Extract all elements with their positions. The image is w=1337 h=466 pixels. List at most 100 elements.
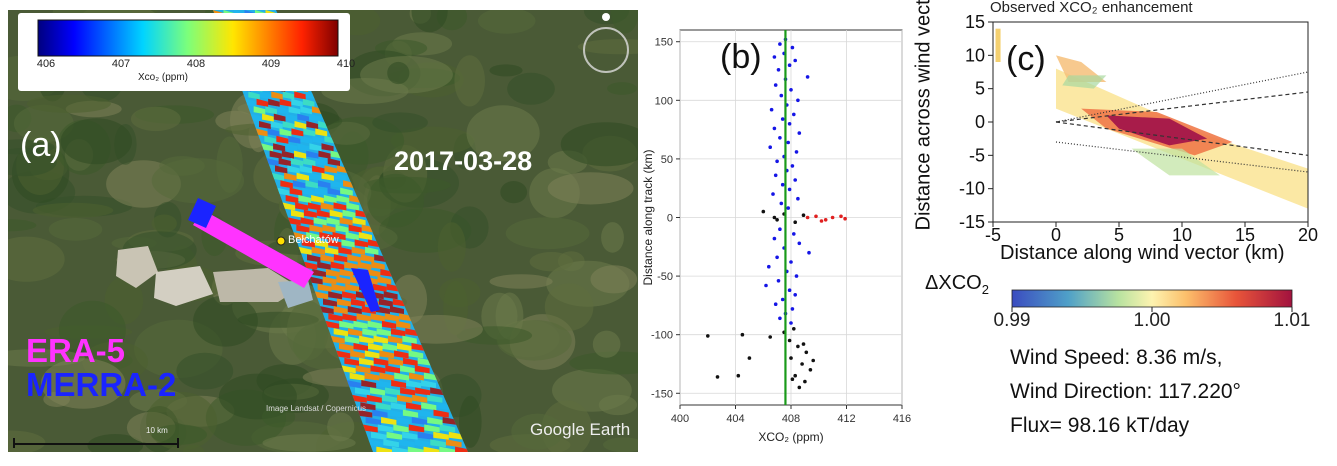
x-tick-label: -5 [985, 225, 1001, 245]
legend-title: ΔXCO2 [925, 272, 989, 297]
scatter-point [793, 220, 797, 224]
swath-pixel [298, 195, 312, 203]
scatter-point [790, 307, 795, 311]
scatter-point [797, 385, 802, 390]
swath-pixel [312, 269, 326, 277]
swath-pixel [330, 335, 345, 344]
swath-pixel [359, 357, 374, 366]
swath-pixel [436, 402, 452, 411]
swath-pixel [266, 158, 279, 166]
imagery-credit: Image Landsat / Copernicus [266, 404, 367, 413]
scatter-point [772, 55, 777, 59]
swath-pixel [280, 180, 293, 189]
wind-cone-line [1055, 141, 1308, 173]
swath-pixel [317, 180, 331, 189]
y-tick-label: -10 [959, 179, 985, 199]
swath-pixel [377, 424, 394, 433]
swath-pixel [402, 431, 418, 440]
swath-pixel [361, 224, 375, 233]
swath-pixel [299, 165, 313, 174]
swath-pixel [282, 202, 296, 211]
y-tick-label: 100 [655, 95, 673, 107]
merra2-wind-arrow-head [351, 268, 380, 312]
scatter-point [772, 126, 777, 131]
terrain-patch [151, 214, 177, 233]
terrain-patch [459, 395, 482, 448]
scale-bar-label: 10 km [146, 426, 168, 435]
swath-pixel [385, 387, 401, 396]
swath-pixel [256, 98, 269, 107]
terrain-patch [454, 55, 486, 107]
swath-pixel [348, 224, 362, 233]
panel-c-label: (c) [1006, 40, 1046, 78]
swath-pixel [276, 135, 289, 144]
swath-pixel [455, 446, 468, 452]
scatter-point [769, 107, 774, 112]
swath-pixel [267, 128, 280, 137]
swath-pixel [282, 91, 295, 100]
terrain-patch [13, 104, 74, 143]
swath-pixel [379, 350, 395, 359]
swath-pixel [445, 439, 462, 448]
swath-pixel [319, 232, 333, 240]
scatter-point [773, 83, 778, 87]
plume-core [1106, 115, 1208, 146]
swath-pixel [346, 202, 360, 211]
swath-pixel [374, 254, 388, 263]
swath-pixel [288, 106, 301, 115]
swath-pixel [296, 172, 310, 181]
swath-pixel [364, 372, 380, 381]
scatter-point [767, 264, 771, 269]
scatter-point [747, 356, 752, 360]
terrain-patch [60, 118, 132, 165]
x-tick-label: 20 [1298, 225, 1318, 245]
swath-pixel [366, 394, 382, 403]
swath-pixel [321, 172, 334, 181]
swath-pixel [361, 380, 377, 388]
scatter-chart: 400 404 408 412 416 -150 -100 -50 0 50 100 150 XCO₂ … [641, 29, 911, 444]
swath-pixel [387, 335, 403, 344]
terrain-patch [507, 72, 555, 105]
swath-pixel [319, 306, 334, 314]
colorbar [37, 19, 339, 57]
swath-pixel [355, 365, 371, 374]
terrain-patch [8, 147, 57, 177]
swath-pixel [385, 365, 401, 374]
swath-pixel [430, 387, 446, 396]
swath-pixel [350, 298, 365, 307]
swath-pixel [336, 165, 350, 174]
scatter-point [792, 112, 796, 117]
scatter-point [779, 93, 784, 98]
swath-pixel [421, 380, 436, 388]
swath-pixel [340, 187, 353, 196]
swath-pixel [287, 217, 301, 226]
chart-c-title: Observed XCO₂ enhancement [990, 0, 1193, 16]
terrain-patch [505, 217, 590, 250]
swath-pixel [328, 313, 343, 322]
swath-pixel [317, 283, 332, 292]
swath-pixel [277, 187, 290, 196]
x-tick-label: 0 [1051, 225, 1061, 245]
swath-pixel [402, 335, 417, 344]
swath-pixel [418, 409, 434, 418]
x-tick-label: 5 [1114, 225, 1124, 245]
chart-c-ylabel: Distance across wind vector (km) [912, 0, 935, 231]
swath-pixel [271, 172, 285, 181]
google-earth-watermark: Google Earth [530, 420, 631, 439]
scatter-point [819, 219, 824, 223]
terrain-patch [592, 330, 621, 358]
terrain-patch [176, 352, 234, 390]
swath-pixel [312, 135, 325, 144]
swath-pixel [270, 121, 283, 129]
swath-pixel [295, 202, 308, 211]
swath-pixel [362, 424, 378, 433]
swath-pixel [342, 209, 356, 218]
terrain-patch [40, 358, 126, 409]
swath-pixel [311, 246, 326, 255]
swath-pixel [351, 394, 367, 403]
scatter-point [793, 58, 797, 63]
scatter-point [790, 377, 795, 382]
terrain-patch [577, 39, 638, 55]
swath-pixel [336, 276, 351, 285]
swath-pixel [381, 394, 398, 403]
